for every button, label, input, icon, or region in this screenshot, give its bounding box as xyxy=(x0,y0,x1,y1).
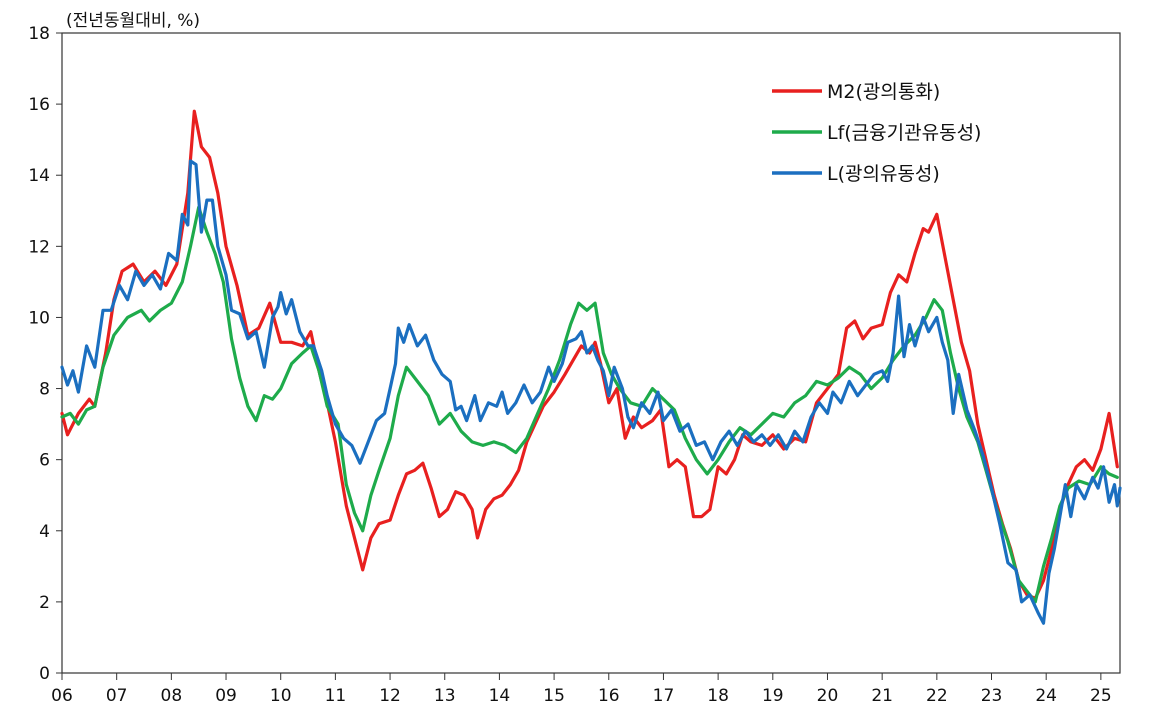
x-tick-label: 06 xyxy=(51,686,73,706)
y-tick-label: 16 xyxy=(28,95,50,115)
x-axis: 06 07 08 09 10 11 12 13 14 15 16 17 18 19 20 21 22 23 24 25 xyxy=(51,673,1112,706)
y-unit-label: (전년동월대비, %) xyxy=(66,11,200,31)
x-tick-label: 18 xyxy=(707,686,729,706)
y-tick-label: 10 xyxy=(28,308,50,328)
x-tick-label: 07 xyxy=(106,686,128,706)
legend-label-2: Lf(금융기관유동성) xyxy=(827,122,981,144)
x-tick-label: 17 xyxy=(653,686,675,706)
x-tick-label: 08 xyxy=(161,686,183,706)
series-line-3 xyxy=(60,159,1122,625)
x-tick-label: 23 xyxy=(981,686,1003,706)
x-tick-label: 14 xyxy=(489,686,511,706)
y-tick-label: 14 xyxy=(28,166,50,186)
legend-label-1: M2(광의통화) xyxy=(827,81,940,103)
y-tick-label: 6 xyxy=(39,451,50,471)
x-tick-label: 25 xyxy=(1090,686,1112,706)
y-axis: 0 2 4 6 8 10 12 14 16 18 xyxy=(28,24,62,684)
series-line-2 xyxy=(60,205,1119,604)
y-tick-label: 18 xyxy=(28,24,50,44)
y-tick-label: 2 xyxy=(39,593,50,613)
y-tick-label: 4 xyxy=(39,522,50,542)
x-tick-label: 20 xyxy=(817,686,839,706)
y-tick-label: 12 xyxy=(28,237,50,257)
plot-frame xyxy=(61,32,1121,674)
x-tick-label: 13 xyxy=(434,686,456,706)
x-tick-label: 24 xyxy=(1035,686,1057,706)
x-tick-label: 09 xyxy=(215,686,237,706)
y-tick-label: 0 xyxy=(39,664,50,684)
series-line-1 xyxy=(60,109,1119,600)
x-tick-label: 16 xyxy=(598,686,620,706)
x-tick-label: 15 xyxy=(543,686,565,706)
series-lines xyxy=(60,109,1122,625)
x-tick-label: 11 xyxy=(325,686,347,706)
x-tick-label: 21 xyxy=(871,686,893,706)
y-tick-label: 8 xyxy=(39,380,50,400)
legend-label-3: L(광의유동성) xyxy=(827,163,940,185)
x-tick-label: 19 xyxy=(762,686,784,706)
x-tick-label: 22 xyxy=(926,686,948,706)
legend: M2(광의통화) Lf(금융기관유동성) L(광의유동성) xyxy=(772,81,981,185)
x-tick-label: 12 xyxy=(379,686,401,706)
x-tick-label: 10 xyxy=(270,686,292,706)
